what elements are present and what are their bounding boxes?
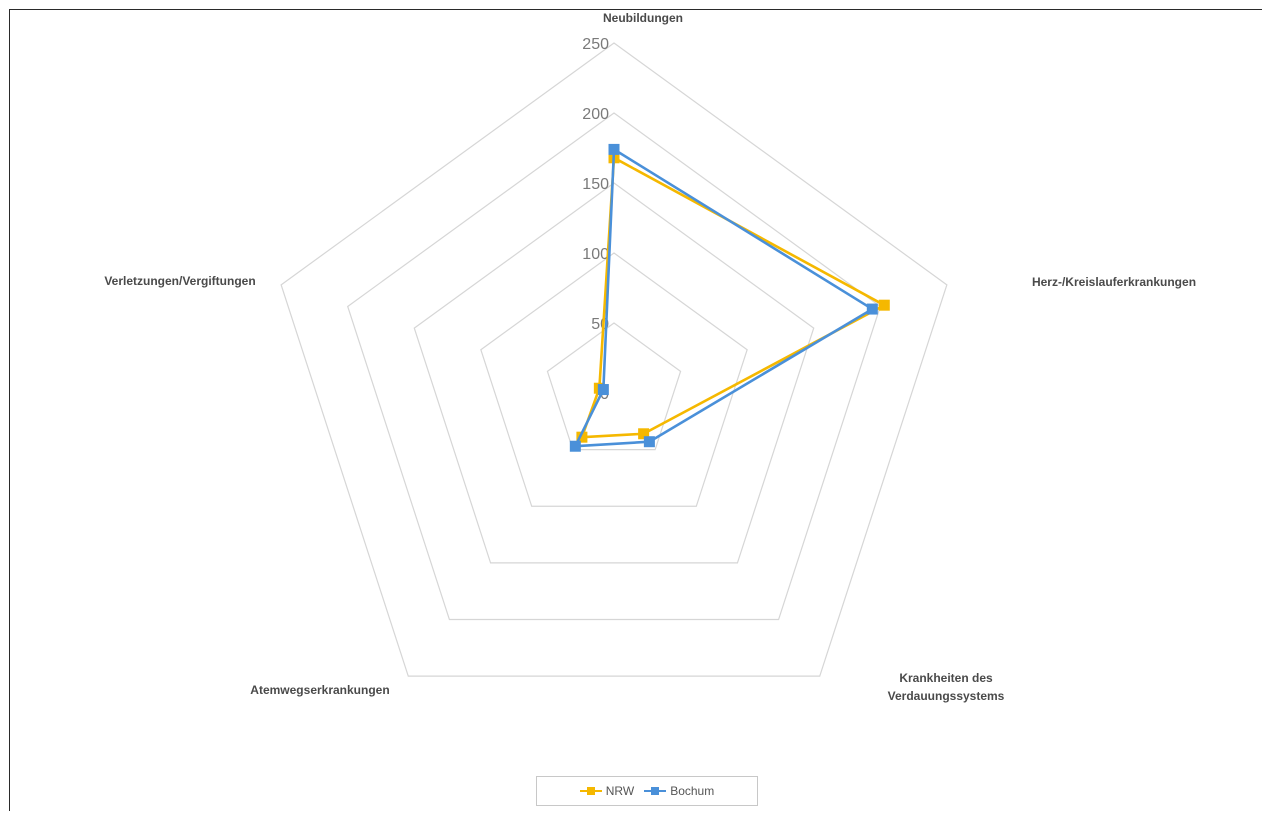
chart-frame bbox=[9, 9, 1262, 811]
chart-legend: NRW Bochum bbox=[536, 776, 758, 806]
data-point-bochum-4[interactable] bbox=[597, 384, 609, 396]
tick-label-150: 150 bbox=[582, 176, 609, 193]
radar-grid bbox=[280, 42, 948, 677]
grid-ring-250 bbox=[280, 42, 948, 677]
legend-item-bochum[interactable]: Bochum bbox=[644, 784, 714, 798]
legend-item-nrw[interactable]: NRW bbox=[579, 784, 635, 798]
series-bochum bbox=[569, 143, 878, 452]
legend-label-bochum: Bochum bbox=[670, 784, 715, 798]
series-line-nrw bbox=[580, 156, 886, 439]
category-label-0: Neubildungen bbox=[603, 11, 683, 25]
tick-label-250: 250 bbox=[582, 36, 609, 53]
data-point-bochum-3[interactable] bbox=[569, 440, 581, 452]
grid-ring-150 bbox=[413, 182, 815, 564]
series-nrw bbox=[576, 152, 890, 443]
series-layer bbox=[569, 143, 890, 452]
grid-ring-50 bbox=[546, 322, 682, 451]
legend-label-nrw: NRW bbox=[605, 784, 635, 798]
legend-marker-nrw bbox=[586, 787, 595, 795]
tick-label-200: 200 bbox=[582, 106, 609, 123]
legend-swatch-nrw bbox=[579, 786, 602, 796]
category-label-3: Atemwegserkrankungen bbox=[250, 683, 389, 697]
data-point-nrw-2[interactable] bbox=[638, 428, 650, 440]
data-point-bochum-2[interactable] bbox=[643, 436, 655, 448]
data-point-nrw-3[interactable] bbox=[576, 431, 588, 443]
data-point-bochum-0[interactable] bbox=[608, 143, 620, 155]
category-label-2: Krankheiten des Verdauungssystems bbox=[888, 671, 1005, 703]
grid-ring-200 bbox=[346, 112, 882, 621]
category-label-4: Verletzungen/Vergiftungen bbox=[104, 274, 255, 288]
category-label-1: Herz-/Kreislauferkrankungen bbox=[1032, 275, 1196, 289]
legend-swatch-bochum bbox=[644, 786, 667, 796]
radial-tick-labels: 050100150200250 bbox=[582, 36, 609, 403]
data-point-nrw-1[interactable] bbox=[878, 299, 890, 311]
legend-marker-bochum bbox=[651, 787, 660, 795]
series-line-bochum bbox=[574, 148, 874, 448]
tick-label-100: 100 bbox=[582, 246, 609, 263]
data-point-bochum-1[interactable] bbox=[866, 303, 878, 315]
grid-ring-100 bbox=[480, 252, 748, 507]
category-labels: Neubildungen Herz-/Kreislauferkrankungen K… bbox=[104, 11, 1196, 703]
